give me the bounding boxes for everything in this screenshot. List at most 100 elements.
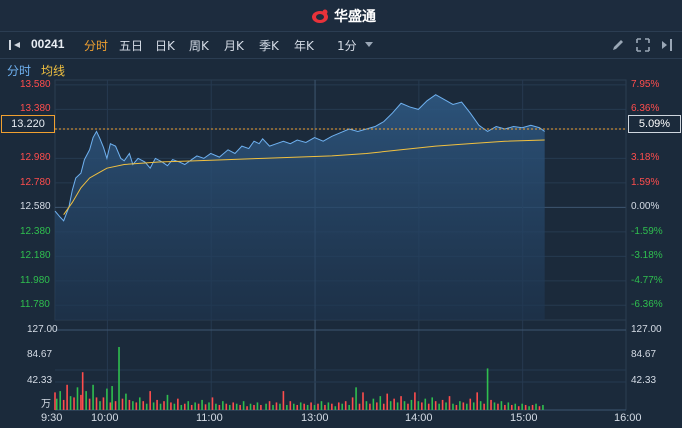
volume-bar bbox=[268, 401, 271, 410]
volume-tick-label: 127.00 bbox=[631, 324, 662, 335]
volume-tick-label: 84.67 bbox=[27, 349, 53, 360]
volume-bar bbox=[180, 404, 183, 410]
volume-bar bbox=[109, 402, 112, 410]
tab-year-k[interactable]: 年K bbox=[294, 39, 314, 53]
price-tick-label: 12.580 bbox=[20, 201, 51, 213]
volume-bar bbox=[386, 393, 389, 410]
pct-tick-label: 0.00% bbox=[631, 201, 660, 213]
stock-code[interactable]: 00241 bbox=[31, 37, 65, 51]
volume-bar bbox=[62, 399, 65, 410]
volume-bar bbox=[299, 402, 302, 410]
expand-icon[interactable] bbox=[636, 38, 650, 52]
volume-bar bbox=[324, 404, 326, 410]
time-tick-label: 10:00 bbox=[91, 412, 119, 424]
volume-bar bbox=[286, 404, 288, 410]
volume-bar bbox=[99, 401, 101, 410]
price-tick-label: 11.980 bbox=[20, 274, 50, 286]
tab-week-k[interactable]: 周K bbox=[189, 39, 209, 53]
volume-bar bbox=[396, 402, 399, 410]
volume-bar bbox=[493, 402, 496, 410]
volume-bar bbox=[272, 404, 274, 410]
volume-bar bbox=[59, 391, 61, 410]
volume-bar bbox=[166, 394, 169, 410]
volume-bar bbox=[358, 403, 361, 410]
volume-bar bbox=[265, 403, 267, 410]
time-tick-label: 13:00 bbox=[301, 412, 329, 424]
volume-bar bbox=[337, 402, 340, 410]
avg-line-legend[interactable]: 均线 bbox=[41, 64, 66, 78]
volume-tick-label: 42.33 bbox=[631, 375, 657, 386]
volume-bar bbox=[187, 401, 190, 410]
volume-bar bbox=[128, 399, 131, 410]
tab-month-k[interactable]: 月K bbox=[224, 39, 244, 53]
volume-bar bbox=[156, 399, 158, 410]
price-tick-label: 12.980 bbox=[20, 152, 51, 164]
volume-bar bbox=[215, 403, 217, 410]
volume-bar bbox=[135, 402, 138, 410]
volume-bar bbox=[455, 404, 458, 410]
interval-select[interactable]: 1分 bbox=[337, 39, 357, 53]
volume-bar bbox=[228, 404, 231, 410]
volume-bar bbox=[476, 392, 478, 410]
tab-day-k[interactable]: 日K bbox=[155, 39, 175, 53]
price-line bbox=[54, 94, 545, 222]
volume-bar bbox=[486, 368, 489, 410]
volume-bar bbox=[256, 402, 259, 410]
volume-bar bbox=[344, 401, 347, 410]
price-tick-label: 13.580 bbox=[20, 78, 51, 90]
time-share-legend[interactable]: 分时 bbox=[7, 64, 32, 78]
volume-bar bbox=[275, 402, 278, 410]
volume-bar bbox=[421, 402, 423, 410]
volume-bar bbox=[521, 403, 523, 410]
volume-bar bbox=[132, 401, 134, 410]
volume-bar bbox=[310, 402, 312, 410]
volume-bar bbox=[225, 403, 228, 410]
price-tick-label: 12.380 bbox=[20, 225, 51, 237]
volume-bar bbox=[204, 404, 207, 410]
pct-tick-label: 6.36% bbox=[631, 103, 660, 115]
volume-bar bbox=[159, 403, 162, 410]
volume-bar bbox=[403, 401, 406, 410]
volume-bar bbox=[327, 402, 330, 410]
tab-five-day[interactable]: 五日 bbox=[119, 39, 144, 53]
sidebar-toggle-icon[interactable] bbox=[8, 39, 22, 51]
pct-tick-label: 7.95% bbox=[631, 78, 660, 90]
volume-bar bbox=[296, 404, 299, 410]
volume-bar bbox=[427, 403, 430, 410]
chevron-down-icon[interactable] bbox=[365, 42, 373, 48]
collapse-panel-icon[interactable] bbox=[660, 38, 674, 52]
volume-bar bbox=[289, 401, 292, 410]
time-tick-label: 11:00 bbox=[196, 412, 223, 424]
volume-bar bbox=[73, 397, 75, 410]
volume-bar bbox=[235, 403, 238, 410]
volume-bar bbox=[95, 397, 98, 410]
volume-bar bbox=[54, 392, 56, 410]
volume-bar bbox=[152, 402, 155, 410]
volume-bar bbox=[239, 404, 241, 410]
volume-bar bbox=[317, 403, 319, 410]
volume-bar bbox=[434, 401, 437, 410]
volume-bar bbox=[197, 403, 200, 410]
volume-bar bbox=[472, 402, 475, 410]
volume-bar bbox=[211, 397, 214, 410]
volume-bar bbox=[362, 392, 364, 410]
volume-bar bbox=[81, 372, 84, 410]
volume-bar bbox=[389, 401, 392, 410]
volume-bar bbox=[441, 399, 444, 410]
volume-bar bbox=[410, 399, 413, 410]
volume-bar bbox=[320, 401, 323, 410]
volume-bar bbox=[170, 402, 172, 410]
volume-bar bbox=[382, 403, 385, 410]
pencil-icon[interactable] bbox=[611, 38, 625, 52]
volume-bar bbox=[222, 401, 224, 410]
tab-time-share[interactable]: 分时 bbox=[84, 39, 109, 53]
volume-bar bbox=[448, 396, 451, 410]
volume-bar bbox=[452, 403, 454, 410]
volume-bar bbox=[242, 401, 245, 410]
volume-bar bbox=[355, 387, 357, 410]
volume-bar bbox=[194, 402, 196, 410]
volume-bar bbox=[232, 402, 235, 410]
tab-quarter-k[interactable]: 季K bbox=[259, 39, 279, 53]
volume-bar bbox=[417, 401, 420, 410]
